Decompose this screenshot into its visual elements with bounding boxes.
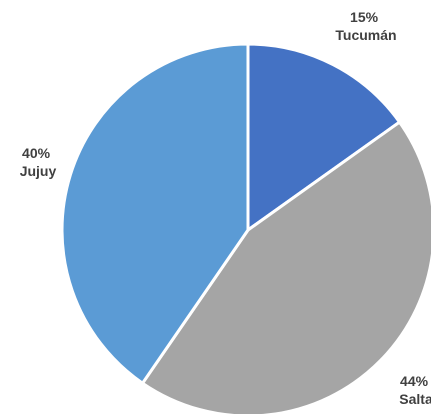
svg-text:15% Tucumán: 15% Tucumán	[335, 9, 396, 43]
pie-slice-salta	[140, 120, 431, 414]
slice-label-name-salta: Salta	[399, 391, 431, 407]
slice-label-name-tucuman: Tucumán	[335, 27, 396, 43]
slice-label-value-salta: 44%	[400, 373, 429, 389]
svg-text:40% Jujuy: 40% Jujuy	[20, 145, 57, 179]
pie-slice-tucuman	[246, 42, 402, 233]
slice-label-value-jujuy: 40%	[22, 145, 51, 161]
pie-slices	[60, 42, 431, 414]
slice-label-value-tucuman: 15%	[350, 9, 379, 25]
svg-text:44% Salta: 44% Salta	[399, 373, 431, 407]
pie-slice-jujuy	[60, 42, 250, 386]
slice-label-name-jujuy: Jujuy	[20, 163, 57, 179]
